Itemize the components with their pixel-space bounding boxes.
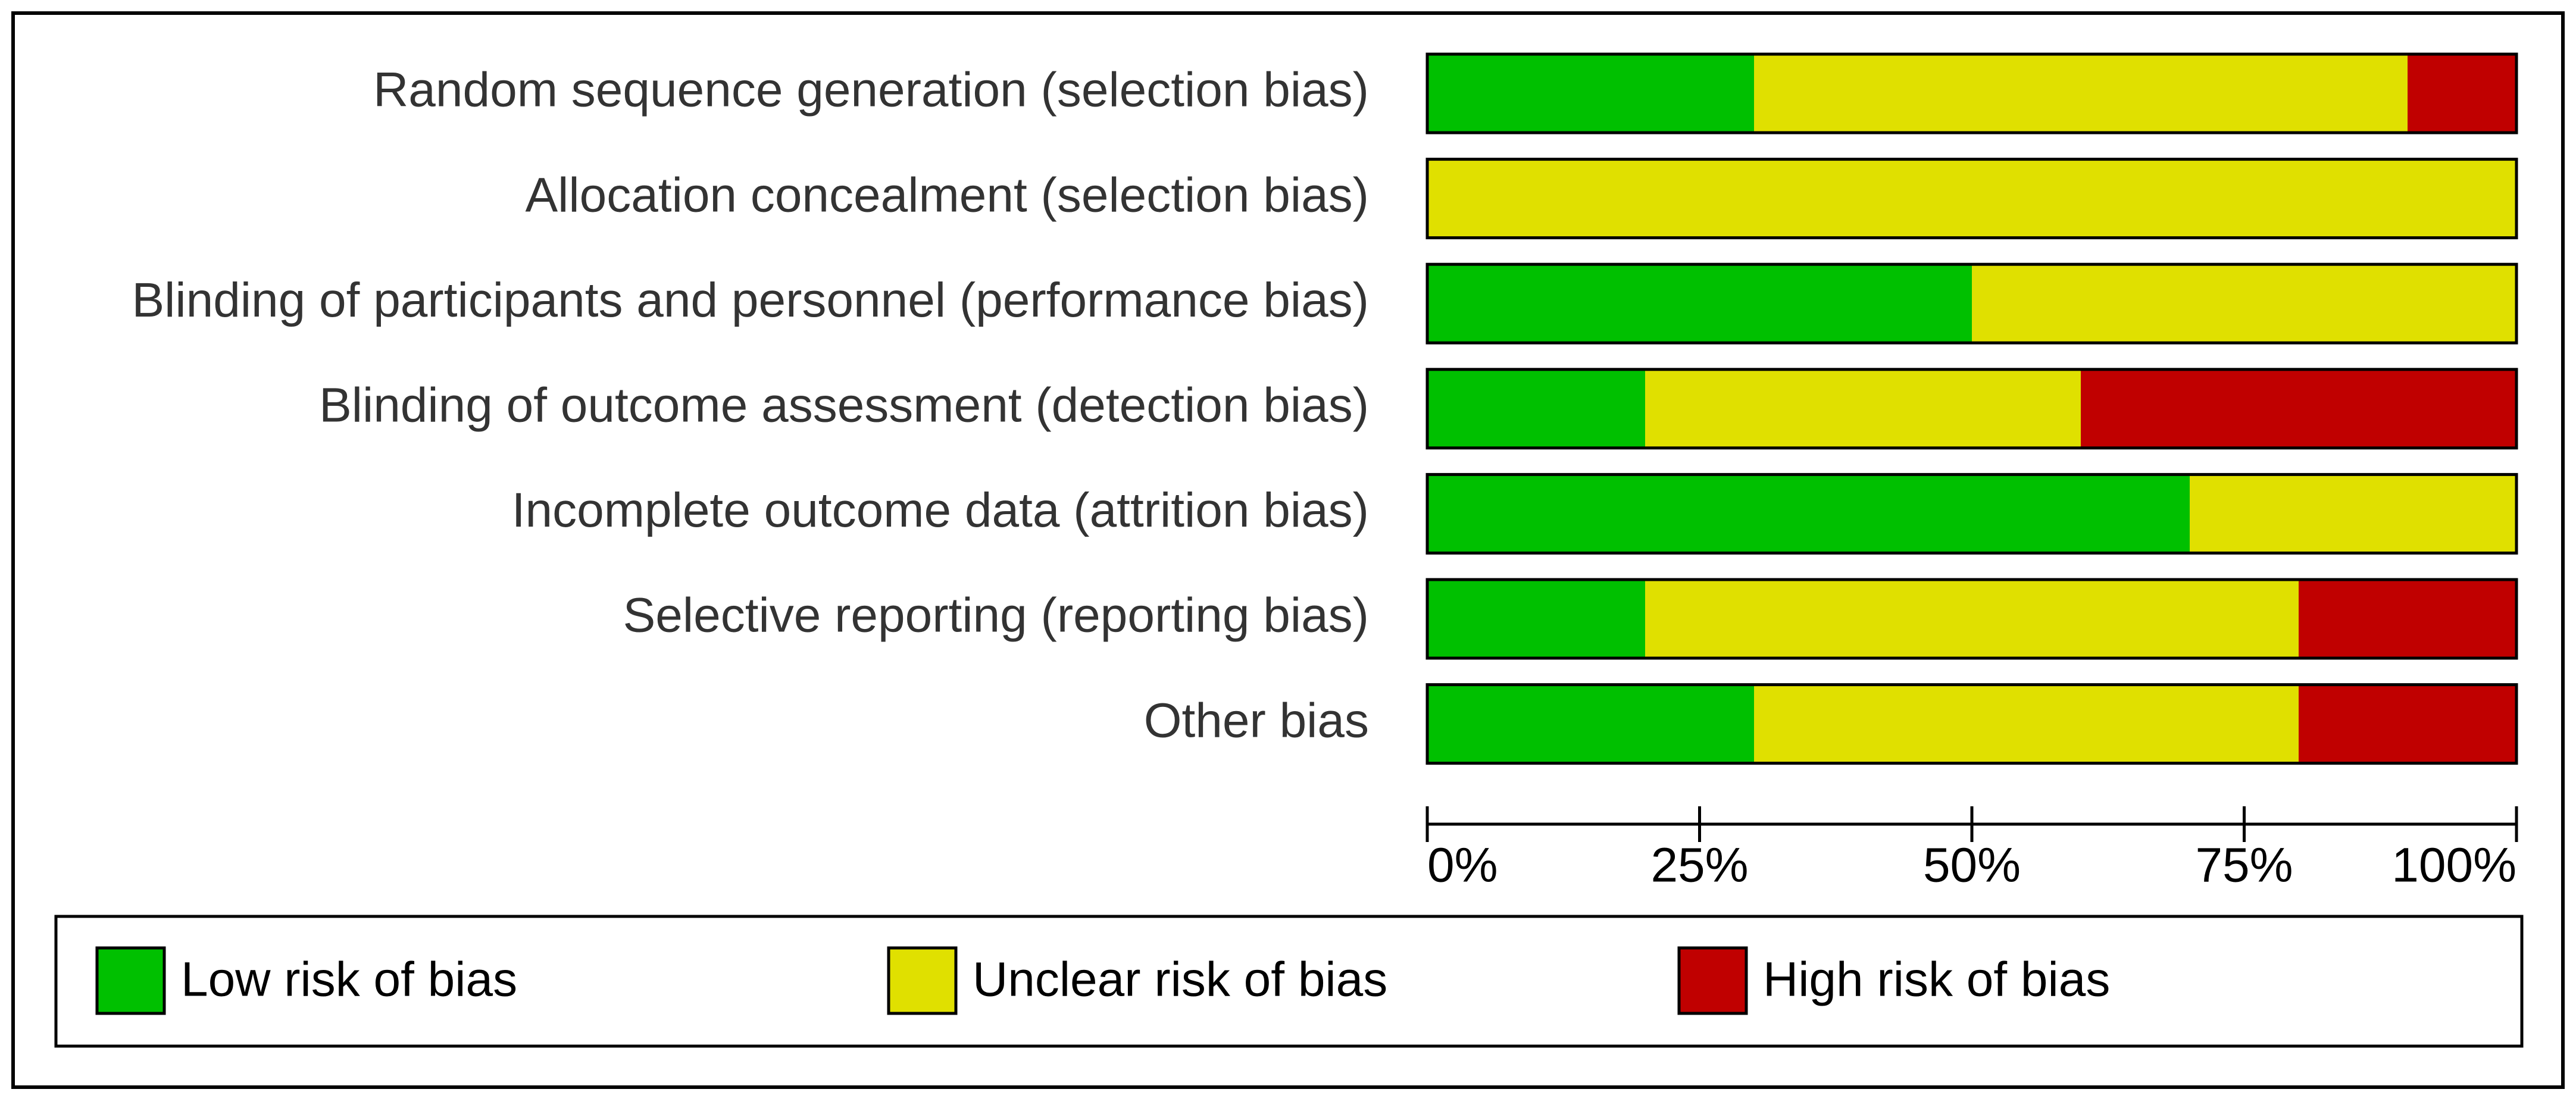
bar-outline — [1425, 52, 2518, 134]
bar-outline — [1425, 683, 2518, 765]
bar-segment — [1427, 159, 2516, 238]
frame — [11, 11, 2565, 1089]
bar-segment — [2299, 684, 2516, 763]
x-tick-label: 50% — [1923, 838, 2021, 893]
category-label: Allocation concealment (selection bias) — [525, 168, 1369, 222]
bar-outline — [1425, 158, 2518, 240]
bar-segment — [1972, 264, 2516, 343]
bar-segment — [1427, 369, 1645, 448]
legend-box — [54, 915, 2524, 1048]
legend-label: High risk of bias — [1763, 953, 2110, 1007]
bar-segment — [1427, 264, 1972, 343]
category-label: Blinding of participants and personnel (… — [132, 273, 1369, 327]
category-label: Blinding of outcome assessment (detectio… — [319, 378, 1369, 432]
category-label: Incomplete outcome data (attrition bias) — [512, 483, 1369, 537]
legend-swatch — [95, 946, 166, 1015]
bar-segment — [1427, 684, 1754, 763]
bar-outline — [1425, 262, 2518, 345]
x-tick-label: 25% — [1650, 838, 1748, 893]
bar-segment — [1427, 474, 2190, 553]
bar-segment — [1427, 580, 1645, 658]
x-tick-label: 100% — [2391, 838, 2516, 893]
bar-segment — [2408, 54, 2516, 133]
legend-label: Low risk of bias — [181, 953, 517, 1007]
bar-segment — [2190, 474, 2516, 553]
bar-outline — [1425, 368, 2518, 450]
bar-segment — [1754, 54, 2408, 133]
category-label: Other bias — [1144, 693, 1369, 747]
bar-segment — [2081, 369, 2516, 448]
bar-segment — [1754, 684, 2299, 763]
x-tick-label: 0% — [1427, 838, 1498, 893]
bar-outline — [1425, 578, 2518, 660]
category-label: Selective reporting (reporting bias) — [623, 589, 1369, 643]
bar-segment — [2299, 580, 2516, 658]
bar-segment — [1645, 369, 2081, 448]
bar-outline — [1425, 472, 2518, 555]
legend-swatch — [887, 946, 958, 1015]
legend-swatch — [1677, 946, 1748, 1015]
x-tick-label: 75% — [2195, 838, 2293, 893]
legend-label: Unclear risk of bias — [973, 953, 1387, 1007]
category-label: Random sequence generation (selection bi… — [373, 63, 1369, 117]
bar-segment — [1645, 580, 2299, 658]
bar-segment — [1427, 54, 1754, 133]
